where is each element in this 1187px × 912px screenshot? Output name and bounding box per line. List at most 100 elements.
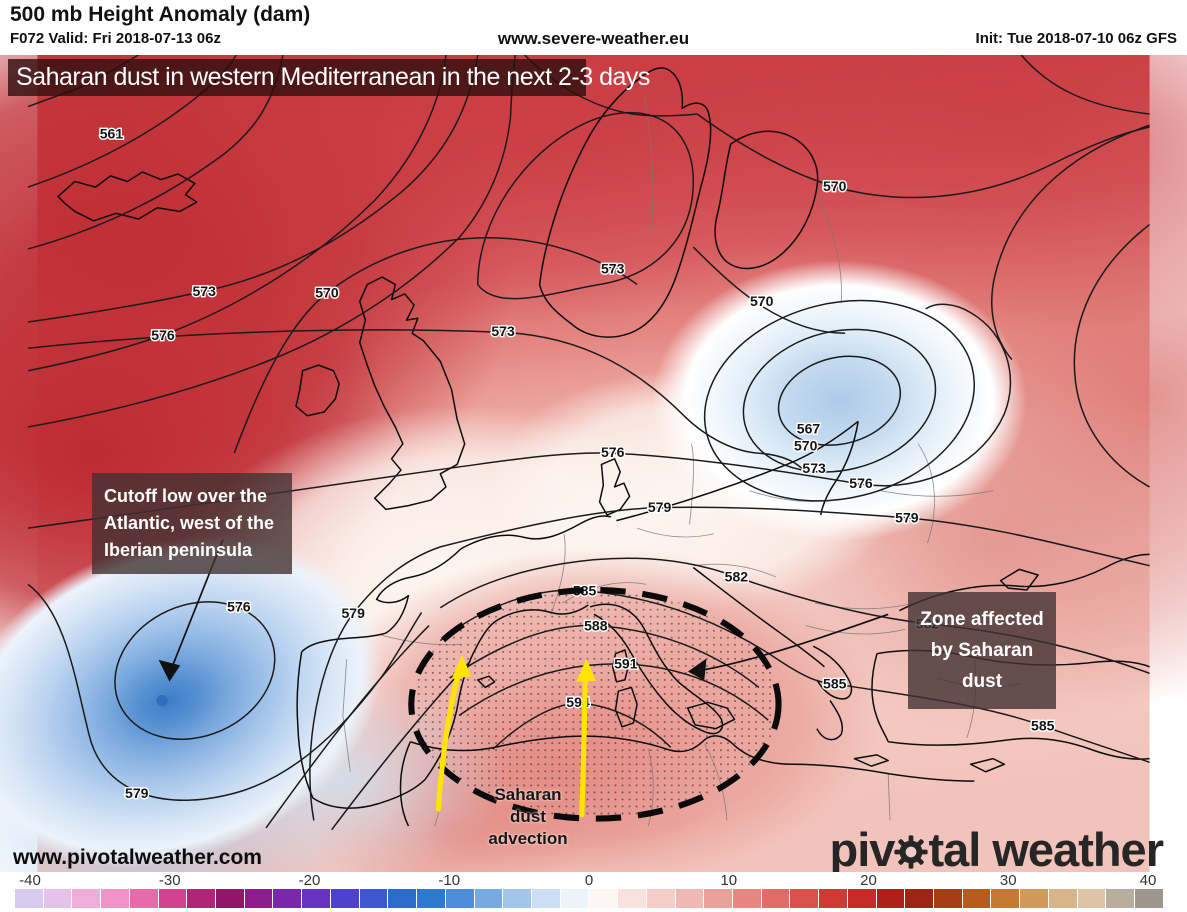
dust-zone-arrow (687, 613, 889, 681)
dust-zone-outline (408, 586, 782, 822)
contour-label: 579 (895, 510, 919, 526)
pivotal-weather-logo: piv tal weather (829, 822, 1164, 877)
colorbar-segment (560, 889, 589, 908)
contour-label: 576 (227, 599, 251, 615)
pivotalweather-url: www.pivotalweather.com (13, 846, 262, 869)
coastlines (57, 67, 1150, 827)
contour-label: 585 (573, 583, 597, 599)
colorbar-segment (618, 889, 646, 908)
colorbar-tick-label: -20 (298, 872, 321, 889)
annotation-line: advection (488, 829, 568, 848)
gear-icon (894, 834, 929, 869)
headline-banner: Saharan dust in western Mediterranean in… (8, 59, 650, 96)
contour-label: 573 (601, 260, 625, 276)
colorbar-segment (589, 889, 618, 908)
colorbar-segment (43, 889, 72, 908)
colorbar-segment (445, 889, 474, 908)
colorbar-segment (819, 889, 847, 908)
site-watermark: www.severe-weather.eu (497, 29, 690, 48)
contour-label: 561 (100, 125, 124, 141)
colorbar-segment (187, 889, 216, 908)
colorbar-scale (15, 889, 1163, 908)
colorbar-segment (1020, 889, 1048, 908)
colorbar-segment (646, 889, 675, 908)
colorbar-tick-label: -10 (438, 872, 461, 889)
colorbar-tick-label: -40 (19, 872, 41, 889)
colorbar-segment (129, 889, 158, 908)
contour-label: 588 (584, 617, 608, 633)
annotation-line: dust (510, 807, 546, 826)
colorbar-segment (1077, 889, 1106, 908)
colorbar-tick-label: 20 (860, 872, 877, 889)
colorbar-segment (962, 889, 991, 908)
colorbar-segment (675, 889, 704, 908)
annotation-line: Saharan (494, 785, 562, 804)
colorbar-segment (359, 889, 388, 908)
dust-advection-arrows (435, 654, 596, 818)
annotation-line: dust (961, 671, 1003, 692)
contour-label: 576 (849, 475, 873, 491)
colorbar-segment (1048, 889, 1077, 908)
contour-label: 585 (823, 675, 847, 691)
contour-label: 576 (601, 444, 625, 460)
header: 500 mb Height Anomaly (dam) F072 Valid: … (0, 0, 1187, 55)
colorbar-tick-label: 30 (999, 872, 1017, 889)
colorbar-segment (273, 889, 302, 908)
annotation-line: Atlantic, west of the (104, 513, 275, 533)
colorbar-segment (302, 889, 330, 908)
colorbar-tick-label: 0 (584, 872, 594, 889)
colorbar-tick-label: 10 (720, 872, 738, 889)
colorbar-segment (790, 889, 819, 908)
contour-label: 570 (823, 178, 847, 194)
colorbar-segment (934, 889, 962, 908)
page-title: 500 mb Height Anomaly (dam) (10, 3, 311, 26)
contour-label: 579 (648, 499, 672, 515)
annotation-line: by Saharan (930, 640, 1034, 661)
contour-label: 579 (341, 605, 365, 621)
contour-label: 579 (125, 785, 149, 801)
logo-text-left: piv (829, 823, 896, 876)
dust-zone-annotation: Zone affected by Saharan dust (908, 592, 1056, 709)
colorbar-segment (216, 889, 244, 908)
contour-label: 567 (797, 421, 821, 437)
contour-label: 573 (802, 460, 826, 476)
colorbar-segment (158, 889, 187, 908)
contour-label: 570 (315, 285, 339, 301)
colorbar-segment (101, 889, 129, 908)
contour-lines (27, 54, 1151, 831)
colorbar-segment (761, 889, 790, 908)
dust-advection-label: Saharan dust advection (438, 784, 618, 850)
contour-label: 591 (614, 656, 638, 672)
contour-label: 573 (192, 283, 216, 299)
colorbar-segment (1135, 889, 1163, 908)
colorbar-segment (388, 889, 417, 908)
colorbar-tick-label: -30 (158, 872, 181, 889)
contour-label: 576 (151, 327, 175, 343)
colorbar-segment (1106, 889, 1135, 908)
annotation-line: Zone affected (920, 609, 1044, 630)
colorbar-segment (72, 889, 101, 908)
contour-label: 570 (794, 437, 818, 453)
colorbar-segment (244, 889, 273, 908)
contour-labels: 5615735765705735735705705675705735765765… (98, 124, 1056, 802)
annotation-line: Cutoff low over the (104, 486, 267, 506)
init-time-label: Init: Tue 2018-07-10 06z GFS (975, 30, 1177, 47)
colorbar-segment (991, 889, 1020, 908)
colorbar-segment (905, 889, 933, 908)
contour-label: 573 (491, 323, 515, 339)
colorbar-segment (474, 889, 503, 908)
colorbar-segment (15, 889, 43, 908)
contour-label: 585 (1031, 718, 1055, 734)
valid-time-label: F072 Valid: Fri 2018-07-13 06z (10, 30, 221, 47)
colorbar-segment (732, 889, 761, 908)
colorbar-segment (876, 889, 905, 908)
colorbar: -40 -30 -20 -10 0 10 20 30 40 (0, 872, 1187, 912)
contour-label: 570 (750, 293, 774, 309)
annotation-line: Iberian peninsula (104, 540, 253, 560)
colorbar-segment (330, 889, 359, 908)
colorbar-segment (847, 889, 876, 908)
colorbar-segment (531, 889, 560, 908)
